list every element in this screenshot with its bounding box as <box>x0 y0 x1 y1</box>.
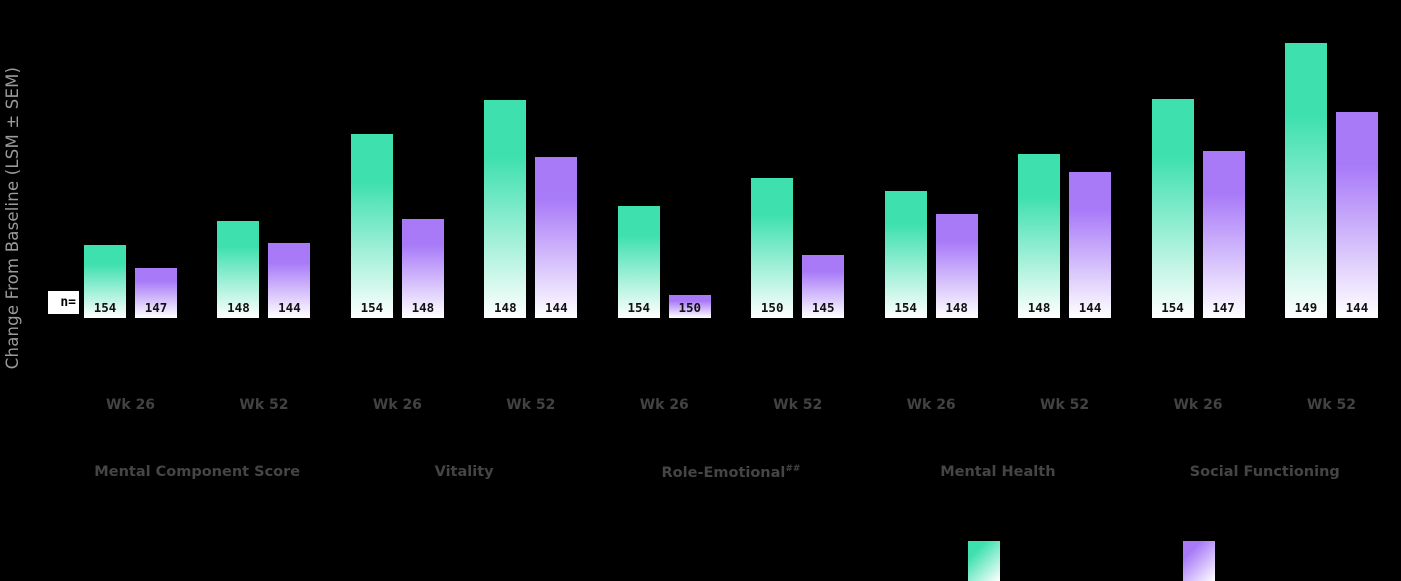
bar-series-a: 150 <box>751 178 794 318</box>
bars-row: 154 147 148 144 154 148 148 144 154 150 150 145 154 1… <box>84 43 1378 318</box>
bar-n-label: 148 <box>1027 300 1051 315</box>
bar-n-label: 154 <box>1161 300 1184 315</box>
week-tick-label: Wk 26 <box>1173 397 1223 413</box>
bar-n-label: 144 <box>1345 300 1369 315</box>
bar-n-label: 144 <box>278 300 301 315</box>
bar-series-a: 154 <box>617 206 660 318</box>
week-tick-label: Wk 26 <box>372 397 422 413</box>
week-tick-label: Wk 52 <box>239 397 289 413</box>
bar-n-label: 150 <box>678 300 702 315</box>
bar-group: 148 144 <box>1018 154 1112 318</box>
category-label-text: Mental Component Score <box>94 464 301 480</box>
category-label: Social Functioning <box>1190 464 1340 480</box>
category-label-text: Vitality <box>434 464 494 480</box>
bar-n-label: 149 <box>1294 300 1318 315</box>
bar-series-b: 144 <box>1069 172 1112 318</box>
legend-swatch-purple <box>1183 541 1215 581</box>
bar-series-b: 147 <box>1202 151 1245 318</box>
bar-series-a: 154 <box>84 245 126 318</box>
category-label: Role-Emotional## <box>662 464 801 481</box>
bar-group: 154 148 <box>350 134 444 318</box>
bar-n-label: 148 <box>945 300 968 315</box>
bar-n-label: 147 <box>1212 300 1235 315</box>
bar-series-b: 144 <box>268 243 311 318</box>
bar-series-a: 154 <box>884 191 927 318</box>
bar-n-label: 148 <box>411 300 435 315</box>
bar-n-label: 144 <box>1078 300 1102 315</box>
bar-series-b: 147 <box>135 268 177 318</box>
bar-series-a: 148 <box>217 221 260 318</box>
category-label-superscript: ## <box>785 464 801 474</box>
bar-group: 148 144 <box>217 221 311 318</box>
bar-n-label: 145 <box>811 300 835 315</box>
bar-series-a: 149 <box>1284 43 1327 318</box>
bar-group: 154 147 <box>1151 99 1245 318</box>
bar-series-a: 148 <box>484 100 527 318</box>
bar-group: 149 144 <box>1284 43 1378 318</box>
bar-n-label: 148 <box>227 300 250 315</box>
n-equals-badge: n= <box>48 291 79 314</box>
category-label: Mental Component Score <box>94 464 300 480</box>
week-tick-label: Wk 52 <box>773 397 823 413</box>
bar-series-b: 144 <box>535 157 578 318</box>
bar-n-label: 154 <box>360 300 384 315</box>
category-label-text: Mental Health <box>940 464 1056 480</box>
bar-series-a: 148 <box>1018 154 1061 318</box>
category-label: Mental Health <box>940 464 1055 480</box>
bar-group: 154 148 <box>884 191 978 318</box>
legend-swatch-teal <box>968 541 1000 581</box>
bar-series-b: 148 <box>935 214 978 318</box>
week-tick-label: Wk 52 <box>1306 397 1356 413</box>
bar-n-label: 148 <box>494 300 517 315</box>
bar-group: 154 150 <box>617 206 711 318</box>
bar-series-b: 148 <box>401 219 444 318</box>
bar-group: 150 145 <box>751 178 845 318</box>
bar-n-label: 154 <box>894 300 917 315</box>
bar-n-label: 147 <box>144 300 168 315</box>
bar-group: 148 144 <box>484 100 578 318</box>
bar-n-label: 154 <box>93 300 117 315</box>
bar-n-label: 154 <box>627 300 651 315</box>
bar-series-b: 144 <box>1335 112 1378 318</box>
bar-series-a: 154 <box>1151 99 1194 318</box>
bar-group: 154 147 <box>84 245 177 318</box>
bar-n-label: 144 <box>545 300 568 315</box>
week-tick-label: Wk 26 <box>639 397 689 413</box>
week-tick-label: Wk 52 <box>506 397 556 413</box>
bar-series-a: 154 <box>350 134 393 318</box>
y-axis-label: Change From Baseline (LSM ± SEM) <box>3 66 22 370</box>
week-tick-label: Wk 26 <box>906 397 956 413</box>
week-axis-row: Wk 26 Wk 52 Wk 26 Wk 52 Wk 26 Wk 52 Wk 26 Wk 52… <box>84 397 1378 413</box>
bar-series-b: 150 <box>668 295 711 318</box>
category-label-text: Social Functioning <box>1189 464 1340 480</box>
bar-series-b: 145 <box>802 255 845 318</box>
bar-n-label: 150 <box>760 300 784 315</box>
category-label: Vitality <box>435 464 494 480</box>
week-tick-label: Wk 26 <box>105 397 156 413</box>
category-label-text: Role-Emotional <box>661 464 786 481</box>
week-tick-label: Wk 52 <box>1040 397 1090 413</box>
